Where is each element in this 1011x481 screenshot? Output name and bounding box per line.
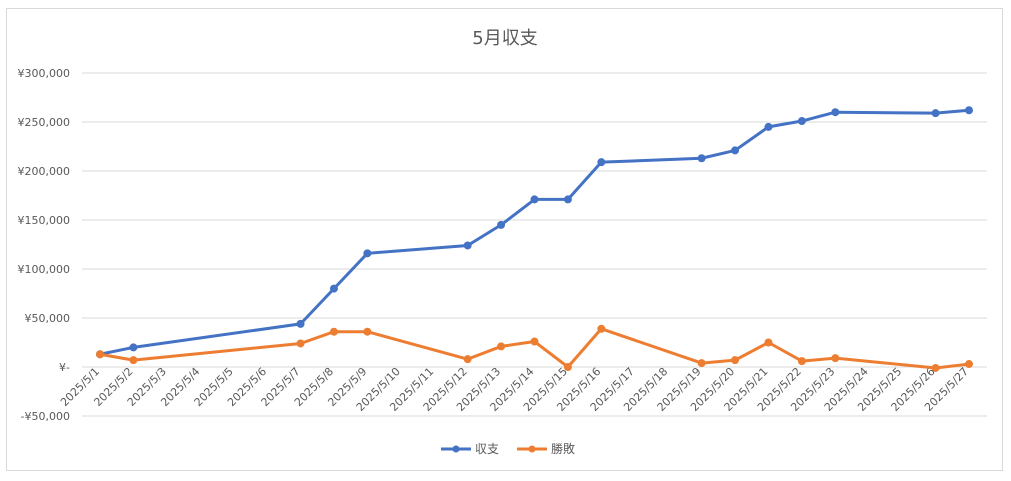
y-tick-label: ¥- <box>59 361 70 374</box>
data-point <box>463 355 472 364</box>
data-point <box>296 319 305 328</box>
data-point <box>831 354 840 363</box>
gridlines <box>82 72 987 417</box>
data-point <box>731 356 740 365</box>
chart-title: 5月収支 <box>472 28 537 49</box>
legend-label: 収支 <box>475 442 499 456</box>
y-tick-label: ¥50,000 <box>25 312 71 325</box>
data-point <box>597 158 606 167</box>
data-point <box>831 108 840 117</box>
data-point <box>463 241 472 250</box>
data-point <box>329 284 338 293</box>
series-2 <box>96 324 973 372</box>
legend: 収支 勝敗 <box>441 441 575 456</box>
legend-item: 収支 <box>441 442 499 456</box>
data-point <box>697 359 706 368</box>
series-lines <box>96 106 973 372</box>
data-point <box>563 363 572 371</box>
y-tick-label: ¥250,000 <box>18 116 71 129</box>
data-point <box>296 339 305 348</box>
data-point <box>129 356 138 365</box>
y-axis-tick-labels: ¥300,000 ¥250,000 ¥200,000 ¥150,000 ¥100,000… <box>18 67 71 423</box>
x-axis-tick-labels: 2025/5/12025/5/22025/5/32025/5/42025/5/5… <box>58 365 971 414</box>
legend-marker <box>528 445 536 453</box>
legend-label: 勝敗 <box>551 441 575 456</box>
data-point <box>797 117 806 126</box>
data-point <box>363 327 372 336</box>
data-point <box>497 220 506 229</box>
data-point <box>597 324 606 333</box>
y-tick-label: -¥50,000 <box>21 410 70 423</box>
data-point <box>96 350 104 359</box>
data-point <box>563 195 572 204</box>
data-point <box>363 249 372 258</box>
data-point <box>931 363 940 372</box>
y-tick-label: ¥150,000 <box>18 214 71 227</box>
data-point <box>129 343 138 352</box>
data-point <box>530 195 539 204</box>
data-point <box>697 154 706 163</box>
data-point <box>731 146 740 155</box>
data-point <box>965 106 973 115</box>
y-tick-label: ¥100,000 <box>18 263 71 276</box>
data-point <box>329 327 338 336</box>
data-point <box>931 109 940 118</box>
data-point <box>797 357 806 366</box>
chart-frame <box>6 8 1003 471</box>
legend-marker <box>452 445 460 453</box>
data-point <box>530 337 539 346</box>
y-tick-label: ¥200,000 <box>18 165 71 178</box>
data-point <box>764 338 773 347</box>
data-point <box>764 122 773 131</box>
data-point <box>965 360 973 369</box>
series-1 <box>96 106 973 359</box>
legend-item: 勝敗 <box>517 441 575 456</box>
data-point <box>497 342 506 351</box>
y-tick-label: ¥300,000 <box>18 67 71 80</box>
